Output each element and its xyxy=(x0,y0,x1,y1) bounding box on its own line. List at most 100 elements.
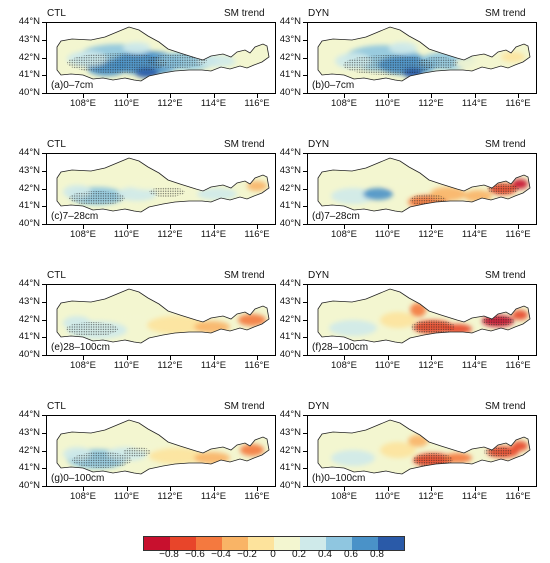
latitude-tick-mark xyxy=(303,432,307,434)
latitude-tick-mark xyxy=(303,153,307,154)
map-field xyxy=(56,419,270,475)
longitude-tick-label: 114°E xyxy=(200,491,227,502)
longitude-tick-mark xyxy=(257,487,258,491)
panel-variable-title: SM trend xyxy=(224,8,265,19)
map-panel-b: (b)0–7cm xyxy=(307,22,537,94)
latitude-tick-label: 41°N xyxy=(279,331,301,343)
longitude-tick-mark xyxy=(170,356,171,360)
map-panel-h: (h)0–100cm xyxy=(307,415,537,487)
panel-variable-title: SM trend xyxy=(485,8,526,19)
latitude-tick-label: 44°N xyxy=(18,409,40,420)
longitude-tick-mark xyxy=(387,487,389,491)
longitude-tick-mark xyxy=(474,225,476,229)
colorbar-swatch xyxy=(274,537,300,550)
latitude-tick-label: 42°N xyxy=(279,182,301,194)
panel-variable-title: SM trend xyxy=(224,270,265,281)
latitude-tick-label: 42°N xyxy=(18,182,40,194)
colorbar-swatch xyxy=(352,537,378,550)
map-field xyxy=(56,157,270,213)
longitude-tick-mark xyxy=(213,94,215,98)
latitude-tick-mark xyxy=(303,22,307,23)
latitude-tick-label: 43°N xyxy=(18,164,40,176)
latitude-tick-label: 44°N xyxy=(279,278,301,289)
longitude-tick-label: 112°E xyxy=(157,98,183,109)
panel-variable-title: SM trend xyxy=(485,270,526,281)
panel-variable-title: SM trend xyxy=(485,139,526,150)
latitude-tick-mark xyxy=(42,206,46,208)
latitude-tick-label: 44°N xyxy=(279,409,301,420)
map-field xyxy=(317,419,531,475)
longitude-tick-label: 116°E xyxy=(505,491,531,502)
longitude-tick-label: 112°E xyxy=(418,491,444,502)
map-panel-c: (c)7–28cm xyxy=(46,153,276,225)
longitude-tick-mark xyxy=(126,94,128,98)
latitude-tick-mark xyxy=(303,75,307,77)
longitude-tick-mark xyxy=(518,487,519,491)
longitude-tick-mark xyxy=(126,356,128,360)
panel-model-title: CTL xyxy=(47,139,66,150)
latitude-tick-label: 40°N xyxy=(279,480,301,491)
longitude-tick-label: 108°E xyxy=(70,360,96,371)
panel-label: (c)7–28cm xyxy=(50,211,100,222)
latitude-tick-label: 40°N xyxy=(18,480,40,491)
latitude-tick-mark xyxy=(42,468,46,470)
longitude-tick-mark xyxy=(170,487,171,491)
longitude-tick-label: 112°E xyxy=(157,229,183,240)
longitude-tick-mark xyxy=(213,356,215,360)
longitude-tick-mark xyxy=(83,487,84,491)
latitude-tick-mark xyxy=(42,57,46,59)
latitude-tick-label: 40°N xyxy=(18,87,40,98)
latitude-tick-label: 43°N xyxy=(279,295,301,307)
colorbar-tick-label: −0.4 xyxy=(211,549,231,560)
longitude-tick-label: 110°E xyxy=(374,360,401,371)
latitude-tick-mark xyxy=(42,284,46,285)
latitude-tick-label: 44°N xyxy=(279,147,301,158)
longitude-tick-mark xyxy=(344,487,345,491)
colorbar-swatch xyxy=(170,537,196,550)
longitude-tick-label: 114°E xyxy=(461,491,488,502)
latitude-tick-label: 42°N xyxy=(18,51,40,63)
longitude-tick-label: 110°E xyxy=(113,98,140,109)
latitude-tick-mark xyxy=(42,415,46,416)
longitude-tick-label: 110°E xyxy=(374,491,401,502)
longitude-tick-label: 108°E xyxy=(331,98,357,109)
longitude-tick-label: 110°E xyxy=(113,491,140,502)
longitude-tick-mark xyxy=(474,356,476,360)
latitude-tick-label: 43°N xyxy=(18,295,40,307)
panel-variable-title: SM trend xyxy=(224,401,265,412)
longitude-tick-mark xyxy=(387,94,389,98)
panel-label: (b)0–7cm xyxy=(311,80,356,91)
latitude-tick-mark xyxy=(303,39,307,41)
latitude-tick-mark xyxy=(303,486,307,487)
longitude-tick-mark xyxy=(213,225,215,229)
latitude-tick-mark xyxy=(303,284,307,285)
colorbar xyxy=(143,536,405,551)
longitude-tick-label: 114°E xyxy=(200,360,227,371)
colorbar-tick-label: 0 xyxy=(270,549,276,560)
latitude-tick-label: 44°N xyxy=(279,16,301,27)
colorbar-swatch xyxy=(326,537,352,550)
map-panel-f: (f)28–100cm xyxy=(307,284,537,356)
colorbar-swatch xyxy=(222,537,248,550)
latitude-tick-mark xyxy=(303,337,307,339)
map-field xyxy=(317,26,531,82)
colorbar-tick-label: −0.8 xyxy=(159,549,179,560)
longitude-tick-mark xyxy=(83,94,84,98)
longitude-tick-mark xyxy=(257,356,258,360)
longitude-tick-mark xyxy=(344,225,345,229)
colorbar-swatch xyxy=(248,537,274,550)
latitude-tick-mark xyxy=(303,170,307,172)
longitude-tick-label: 112°E xyxy=(418,98,444,109)
colorbar-swatch xyxy=(300,537,326,550)
colorbar-tick-label: 0.2 xyxy=(292,549,306,560)
longitude-tick-label: 112°E xyxy=(157,360,183,371)
colorbar-tick-label: −0.6 xyxy=(185,549,205,560)
latitude-tick-label: 41°N xyxy=(279,69,301,81)
latitude-tick-mark xyxy=(42,93,46,94)
latitude-tick-mark xyxy=(303,355,307,356)
panel-model-title: CTL xyxy=(47,270,66,281)
latitude-tick-label: 41°N xyxy=(279,462,301,474)
longitude-tick-mark xyxy=(344,94,345,98)
latitude-tick-label: 41°N xyxy=(18,69,40,81)
latitude-tick-mark xyxy=(303,206,307,208)
